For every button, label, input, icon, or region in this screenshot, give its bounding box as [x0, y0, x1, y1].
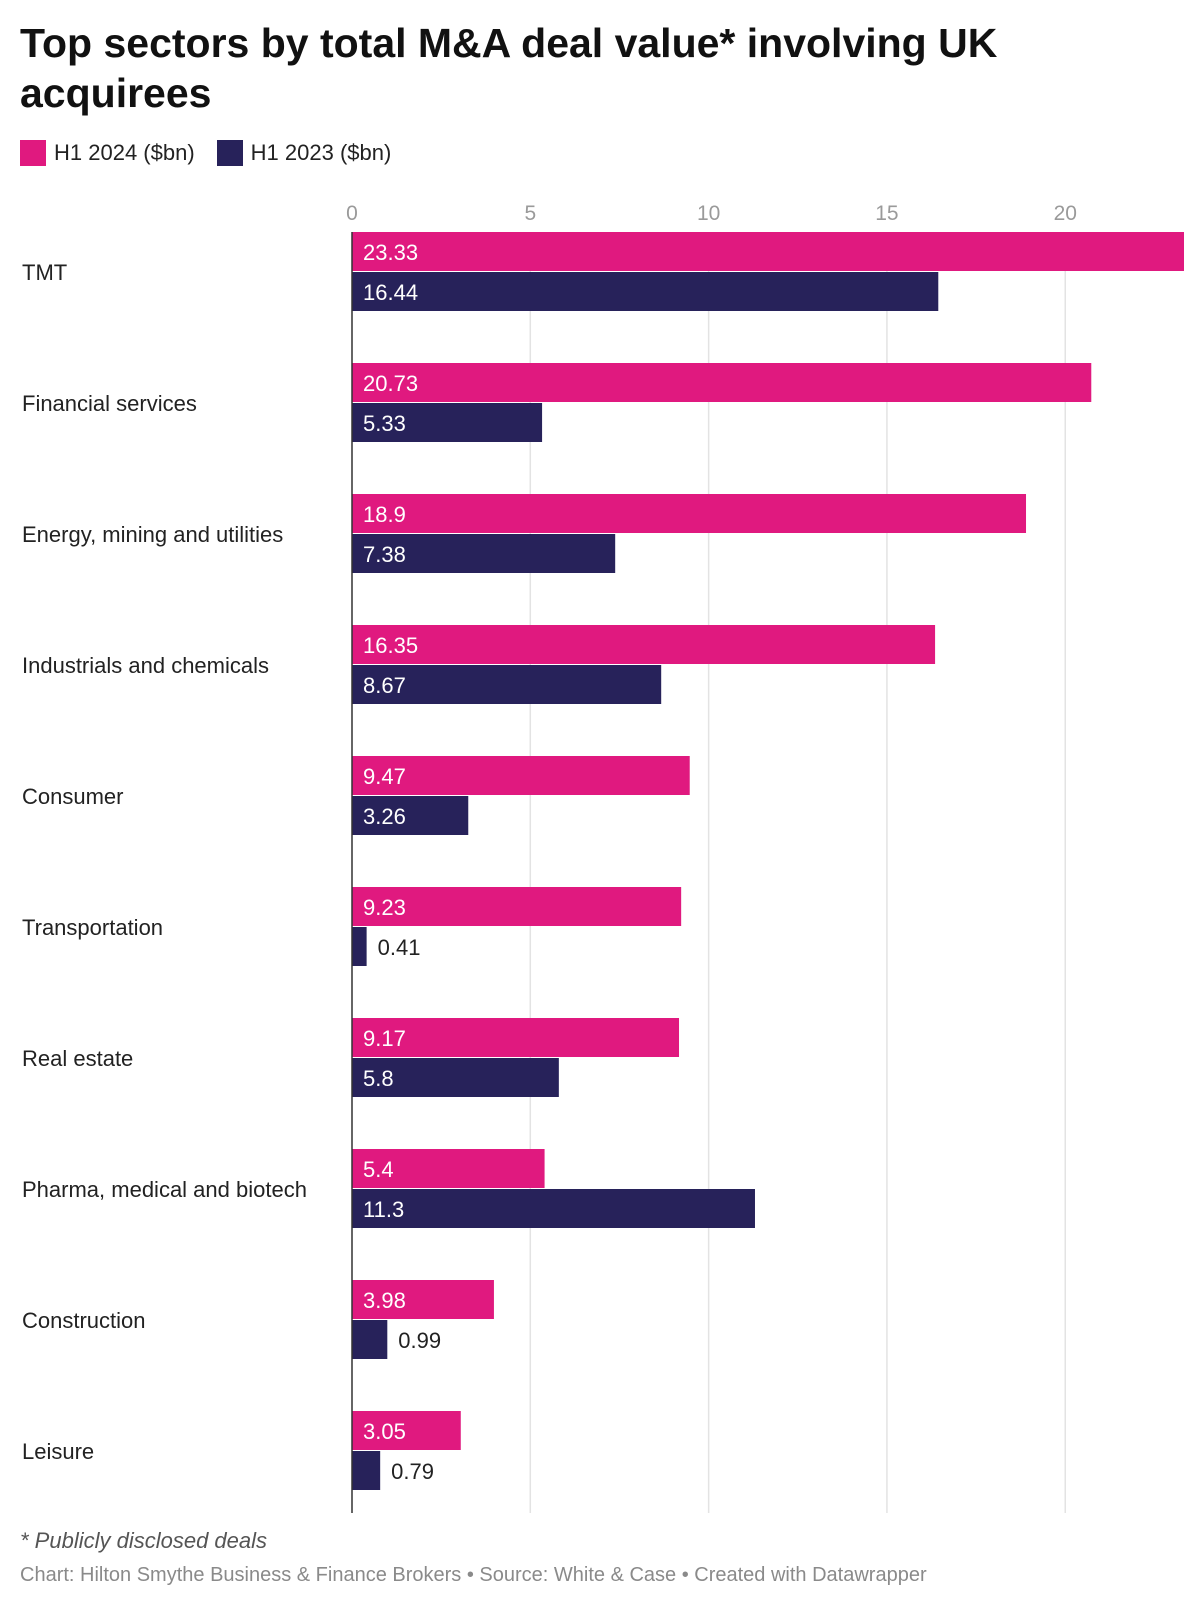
legend-item-h1-2023: H1 2023 ($bn): [216, 140, 392, 166]
bar-value-label: 18.9: [363, 502, 406, 527]
bar-h1-2024: [352, 1411, 461, 1450]
bar-value-label: 11.3: [363, 1197, 404, 1222]
category-label: Transportation: [22, 915, 163, 940]
legend: H1 2024 ($bn) H1 2023 ($bn): [20, 140, 413, 166]
category-label: Leisure: [22, 1439, 94, 1464]
bar-h1-2024: [352, 1149, 545, 1188]
x-tick-label-5: 5: [524, 202, 536, 225]
bar-value-label: 9.23: [363, 895, 406, 920]
bar-value-label: 9.17: [363, 1026, 406, 1051]
bar-h1-2024: [352, 756, 690, 795]
bar-value-label: 5.4: [363, 1157, 394, 1182]
bar-h1-2024: [352, 494, 1027, 533]
legend-item-h1-2024: H1 2024 ($bn): [20, 140, 195, 166]
category-label: Industrials and chemicals: [22, 653, 269, 678]
bar-value-label: 9.47: [363, 764, 406, 789]
x-tick-label-15: 15: [875, 202, 898, 225]
category-label: Consumer: [22, 784, 123, 809]
category-label: Energy, mining and utilities: [22, 522, 283, 547]
bar-value-label: 5.8: [363, 1066, 394, 1091]
category-label: Construction: [22, 1308, 146, 1333]
bar-value-label: 0.99: [398, 1328, 441, 1353]
bar-h1-2024: [352, 625, 936, 664]
bar-h1-2024: [352, 1018, 680, 1057]
bar-h1-2023: [352, 1058, 559, 1097]
category-label: Pharma, medical and biotech: [22, 1177, 307, 1202]
legend-label-h1-2023: H1 2023 ($bn): [250, 140, 392, 165]
bar-value-label: 7.38: [363, 542, 406, 567]
bar-value-label: 16.35: [363, 633, 418, 658]
footnote: * Publicly disclosed deals: [20, 1528, 268, 1553]
bar-h1-2024: [352, 1280, 494, 1319]
x-tick-label-10: 10: [697, 202, 720, 225]
bar-h1-2024: [352, 232, 1184, 271]
bar-h1-2023: [352, 1189, 755, 1228]
bar-h1-2024: [352, 363, 1092, 402]
x-tick-label-20: 20: [1054, 202, 1077, 225]
bar-value-label: 3.26: [363, 804, 406, 829]
bar-h1-2023: [352, 534, 616, 573]
bar-h1-2023: [352, 1320, 388, 1359]
bar-value-label: 0.79: [391, 1459, 434, 1484]
chart-title: Top sectors by total M&A deal value* inv…: [20, 20, 998, 116]
bar-h1-2023: [352, 796, 469, 835]
bar-value-label: 20.73: [363, 371, 418, 396]
bar-value-label: 16.44: [363, 280, 418, 305]
bar-value-label: 0.41: [378, 935, 421, 960]
bar-h1-2023: [352, 665, 662, 704]
bar-h1-2023: [352, 1451, 381, 1490]
bar-value-label: 3.98: [363, 1288, 406, 1313]
bar-value-label: 23.33: [363, 240, 418, 265]
category-label: Real estate: [22, 1046, 133, 1071]
bar-h1-2023: [352, 927, 367, 966]
bar-h1-2024: [352, 887, 682, 926]
bar-h1-2023: [352, 403, 543, 442]
bar-value-label: 8.67: [363, 673, 406, 698]
legend-swatch-h1-2023: [216, 140, 243, 166]
bar-value-label: 3.05: [363, 1419, 406, 1444]
legend-swatch-h1-2024: [20, 140, 46, 166]
category-label: TMT: [22, 260, 67, 285]
x-tick-label-0: 0: [346, 202, 358, 225]
bar-value-label: 5.33: [363, 411, 406, 436]
bar-h1-2023: [352, 272, 939, 311]
category-label: Financial services: [22, 391, 197, 416]
chart-credits: Chart: Hilton Smythe Business & Finance …: [20, 1564, 927, 1586]
legend-label-h1-2024: H1 2024 ($bn): [54, 140, 195, 165]
